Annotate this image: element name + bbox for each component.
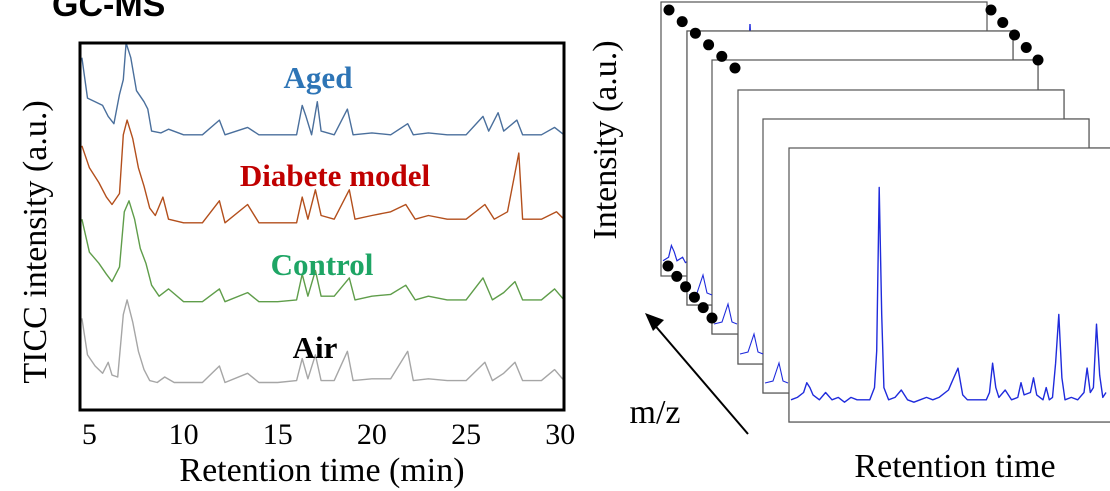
dot-bottom-left-5 xyxy=(706,312,718,324)
mid-spectrum-line-2 xyxy=(713,301,738,325)
plot-frame xyxy=(78,41,566,412)
x-tick-label-0: 5 xyxy=(82,418,97,451)
dot-top-right-2 xyxy=(1009,29,1020,41)
dot-top-left-1 xyxy=(676,16,688,28)
dot-top-right-1 xyxy=(997,17,1009,28)
dot-top-left-0 xyxy=(663,4,675,16)
depth-axis-label: m/z xyxy=(630,394,681,431)
spectrum-frame-overlay-5 xyxy=(788,147,1110,423)
x-axis-label: Retention time (min) xyxy=(179,452,464,489)
right-x-axis-label: Retention time xyxy=(854,448,1055,485)
dot-top-left-2 xyxy=(689,27,701,39)
depth-arrow-head xyxy=(645,313,664,331)
dot-top-left-5 xyxy=(729,62,741,74)
dot-top-left-4 xyxy=(716,50,728,62)
x-tick-label-5: 30 xyxy=(545,418,575,451)
depth-arrow-shaft xyxy=(651,321,749,435)
series-line-3 xyxy=(81,299,565,384)
series-label-2: Control xyxy=(271,247,374,282)
x-tick-label-1: 10 xyxy=(169,418,199,451)
tic-chart: Aged Diabete model Control Air 5 10 15 20 25 30 Re… xyxy=(17,41,575,489)
dot-top-left-3 xyxy=(703,39,715,51)
dot-top-right-3 xyxy=(1020,42,1032,53)
series-line-2 xyxy=(81,200,565,303)
heading: GC-MS xyxy=(52,0,166,24)
front-spectrum-line xyxy=(790,186,1107,403)
dot-bottom-left-4 xyxy=(697,302,709,314)
y-axis-label: TICC intensity (a.u.) xyxy=(17,100,54,383)
mid-spectrum-line-4 xyxy=(764,360,789,384)
dot-bottom-left-0 xyxy=(662,260,674,272)
series-line-1 xyxy=(81,119,565,224)
series-label-3: Air xyxy=(293,330,338,365)
series-label-0: Aged xyxy=(284,60,353,95)
dot-bottom-left-3 xyxy=(688,291,700,303)
series-label-1: Diabete model xyxy=(240,158,431,193)
series-line-0 xyxy=(81,42,565,136)
mass-spectra-stack: m/z Intensity (a.u.) Retention time xyxy=(587,1,1110,485)
dot-top-right-4 xyxy=(1032,54,1044,66)
right-y-axis-label: Intensity (a.u.) xyxy=(587,40,624,239)
x-tick-label-4: 25 xyxy=(451,418,481,451)
dot-bottom-left-1 xyxy=(671,270,683,282)
x-tick-label-3: 20 xyxy=(357,418,387,451)
mid-spectrum-line-3 xyxy=(739,331,764,355)
x-tick-label-2: 15 xyxy=(263,418,293,451)
dot-bottom-left-2 xyxy=(680,281,692,293)
dot-top-right-0 xyxy=(985,4,997,16)
